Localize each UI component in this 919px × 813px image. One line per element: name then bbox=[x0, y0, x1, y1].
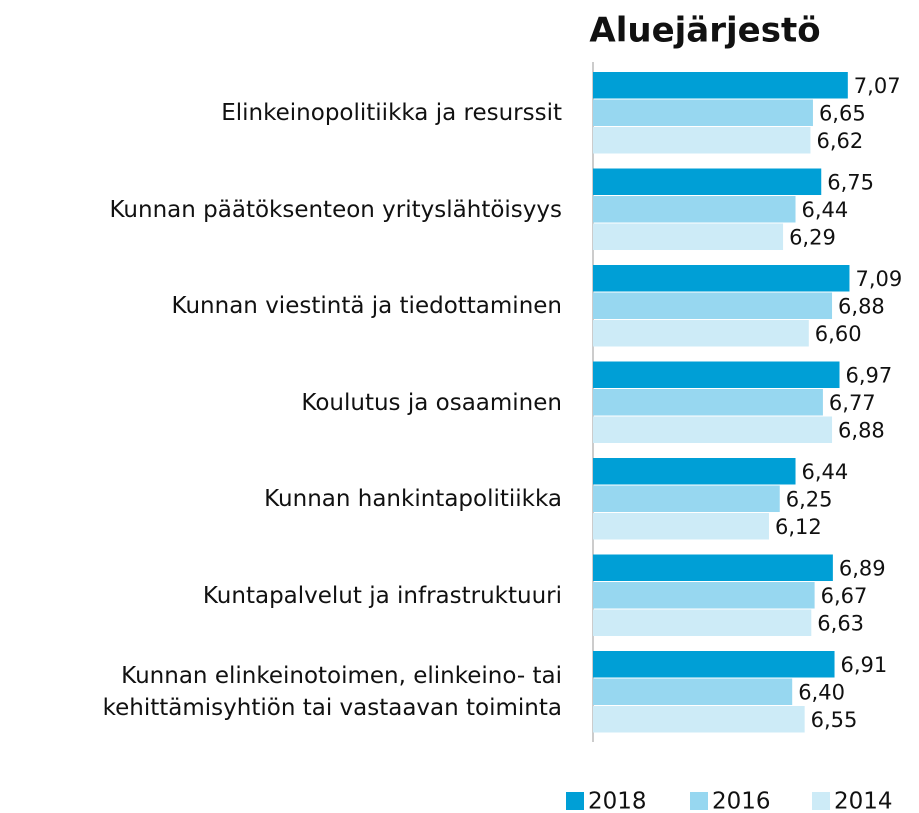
value-label: 6,89 bbox=[839, 556, 886, 580]
value-label: 6,44 bbox=[802, 198, 849, 222]
bar bbox=[593, 292, 833, 319]
bar bbox=[593, 513, 769, 540]
value-label: 6,91 bbox=[841, 653, 888, 677]
bar bbox=[593, 99, 813, 126]
category-label: Kunnan viestintä ja tiedottaminen bbox=[171, 293, 562, 320]
category-label: Kunnan hankintapolitiikka bbox=[264, 486, 562, 513]
bar bbox=[593, 485, 780, 512]
value-label: 6,12 bbox=[775, 515, 822, 539]
legend-swatch bbox=[690, 792, 708, 810]
bar bbox=[593, 320, 809, 347]
category-label: Kunnan päätöksenteon yrityslähtöisyys bbox=[109, 196, 563, 223]
value-label: 6,62 bbox=[816, 129, 863, 153]
legend-swatch bbox=[812, 792, 830, 810]
value-label: 6,29 bbox=[789, 225, 836, 249]
bar bbox=[593, 72, 848, 99]
bar bbox=[593, 265, 850, 292]
bar bbox=[593, 554, 833, 581]
value-label: 7,07 bbox=[854, 74, 901, 98]
category-label: Kuntapalvelut ja infrastruktuuri bbox=[202, 582, 562, 609]
value-label: 6,60 bbox=[815, 322, 862, 346]
value-label: 6,55 bbox=[811, 708, 858, 732]
value-label: 6,88 bbox=[838, 294, 885, 318]
legend-label: 2018 bbox=[588, 789, 647, 813]
bar bbox=[593, 582, 815, 609]
value-label: 6,88 bbox=[838, 418, 885, 442]
chart-title: Aluejärjestö bbox=[589, 11, 820, 51]
value-label: 6,44 bbox=[802, 460, 849, 484]
value-label: 6,97 bbox=[846, 363, 893, 387]
value-label: 7,09 bbox=[855, 267, 902, 291]
category-label: Koulutus ja osaaminen bbox=[301, 389, 562, 416]
value-label: 6,67 bbox=[821, 584, 868, 608]
bar bbox=[593, 458, 796, 485]
bar bbox=[593, 127, 811, 154]
bar bbox=[593, 706, 805, 733]
bar bbox=[593, 361, 840, 388]
value-label: 6,77 bbox=[829, 391, 876, 415]
legend-label: 2014 bbox=[834, 789, 893, 813]
value-label: 6,40 bbox=[798, 680, 845, 704]
bar bbox=[593, 651, 835, 678]
value-label: 6,65 bbox=[819, 101, 866, 125]
category-label: Elinkeinopolitiikka ja resurssit bbox=[221, 100, 562, 127]
value-label: 6,25 bbox=[786, 487, 833, 511]
bar bbox=[593, 223, 784, 250]
value-label: 6,63 bbox=[817, 611, 864, 635]
legend-swatch bbox=[566, 792, 584, 810]
legend-label: 2016 bbox=[712, 789, 771, 813]
bar bbox=[593, 609, 812, 636]
value-label: 6,75 bbox=[827, 170, 874, 194]
bar bbox=[593, 389, 823, 416]
category-label: Kunnan elinkeinotoimen, elinkeino- tai k… bbox=[102, 663, 562, 722]
bar bbox=[593, 196, 796, 223]
bar bbox=[593, 168, 822, 195]
bar bbox=[593, 678, 793, 705]
bar bbox=[593, 416, 833, 443]
